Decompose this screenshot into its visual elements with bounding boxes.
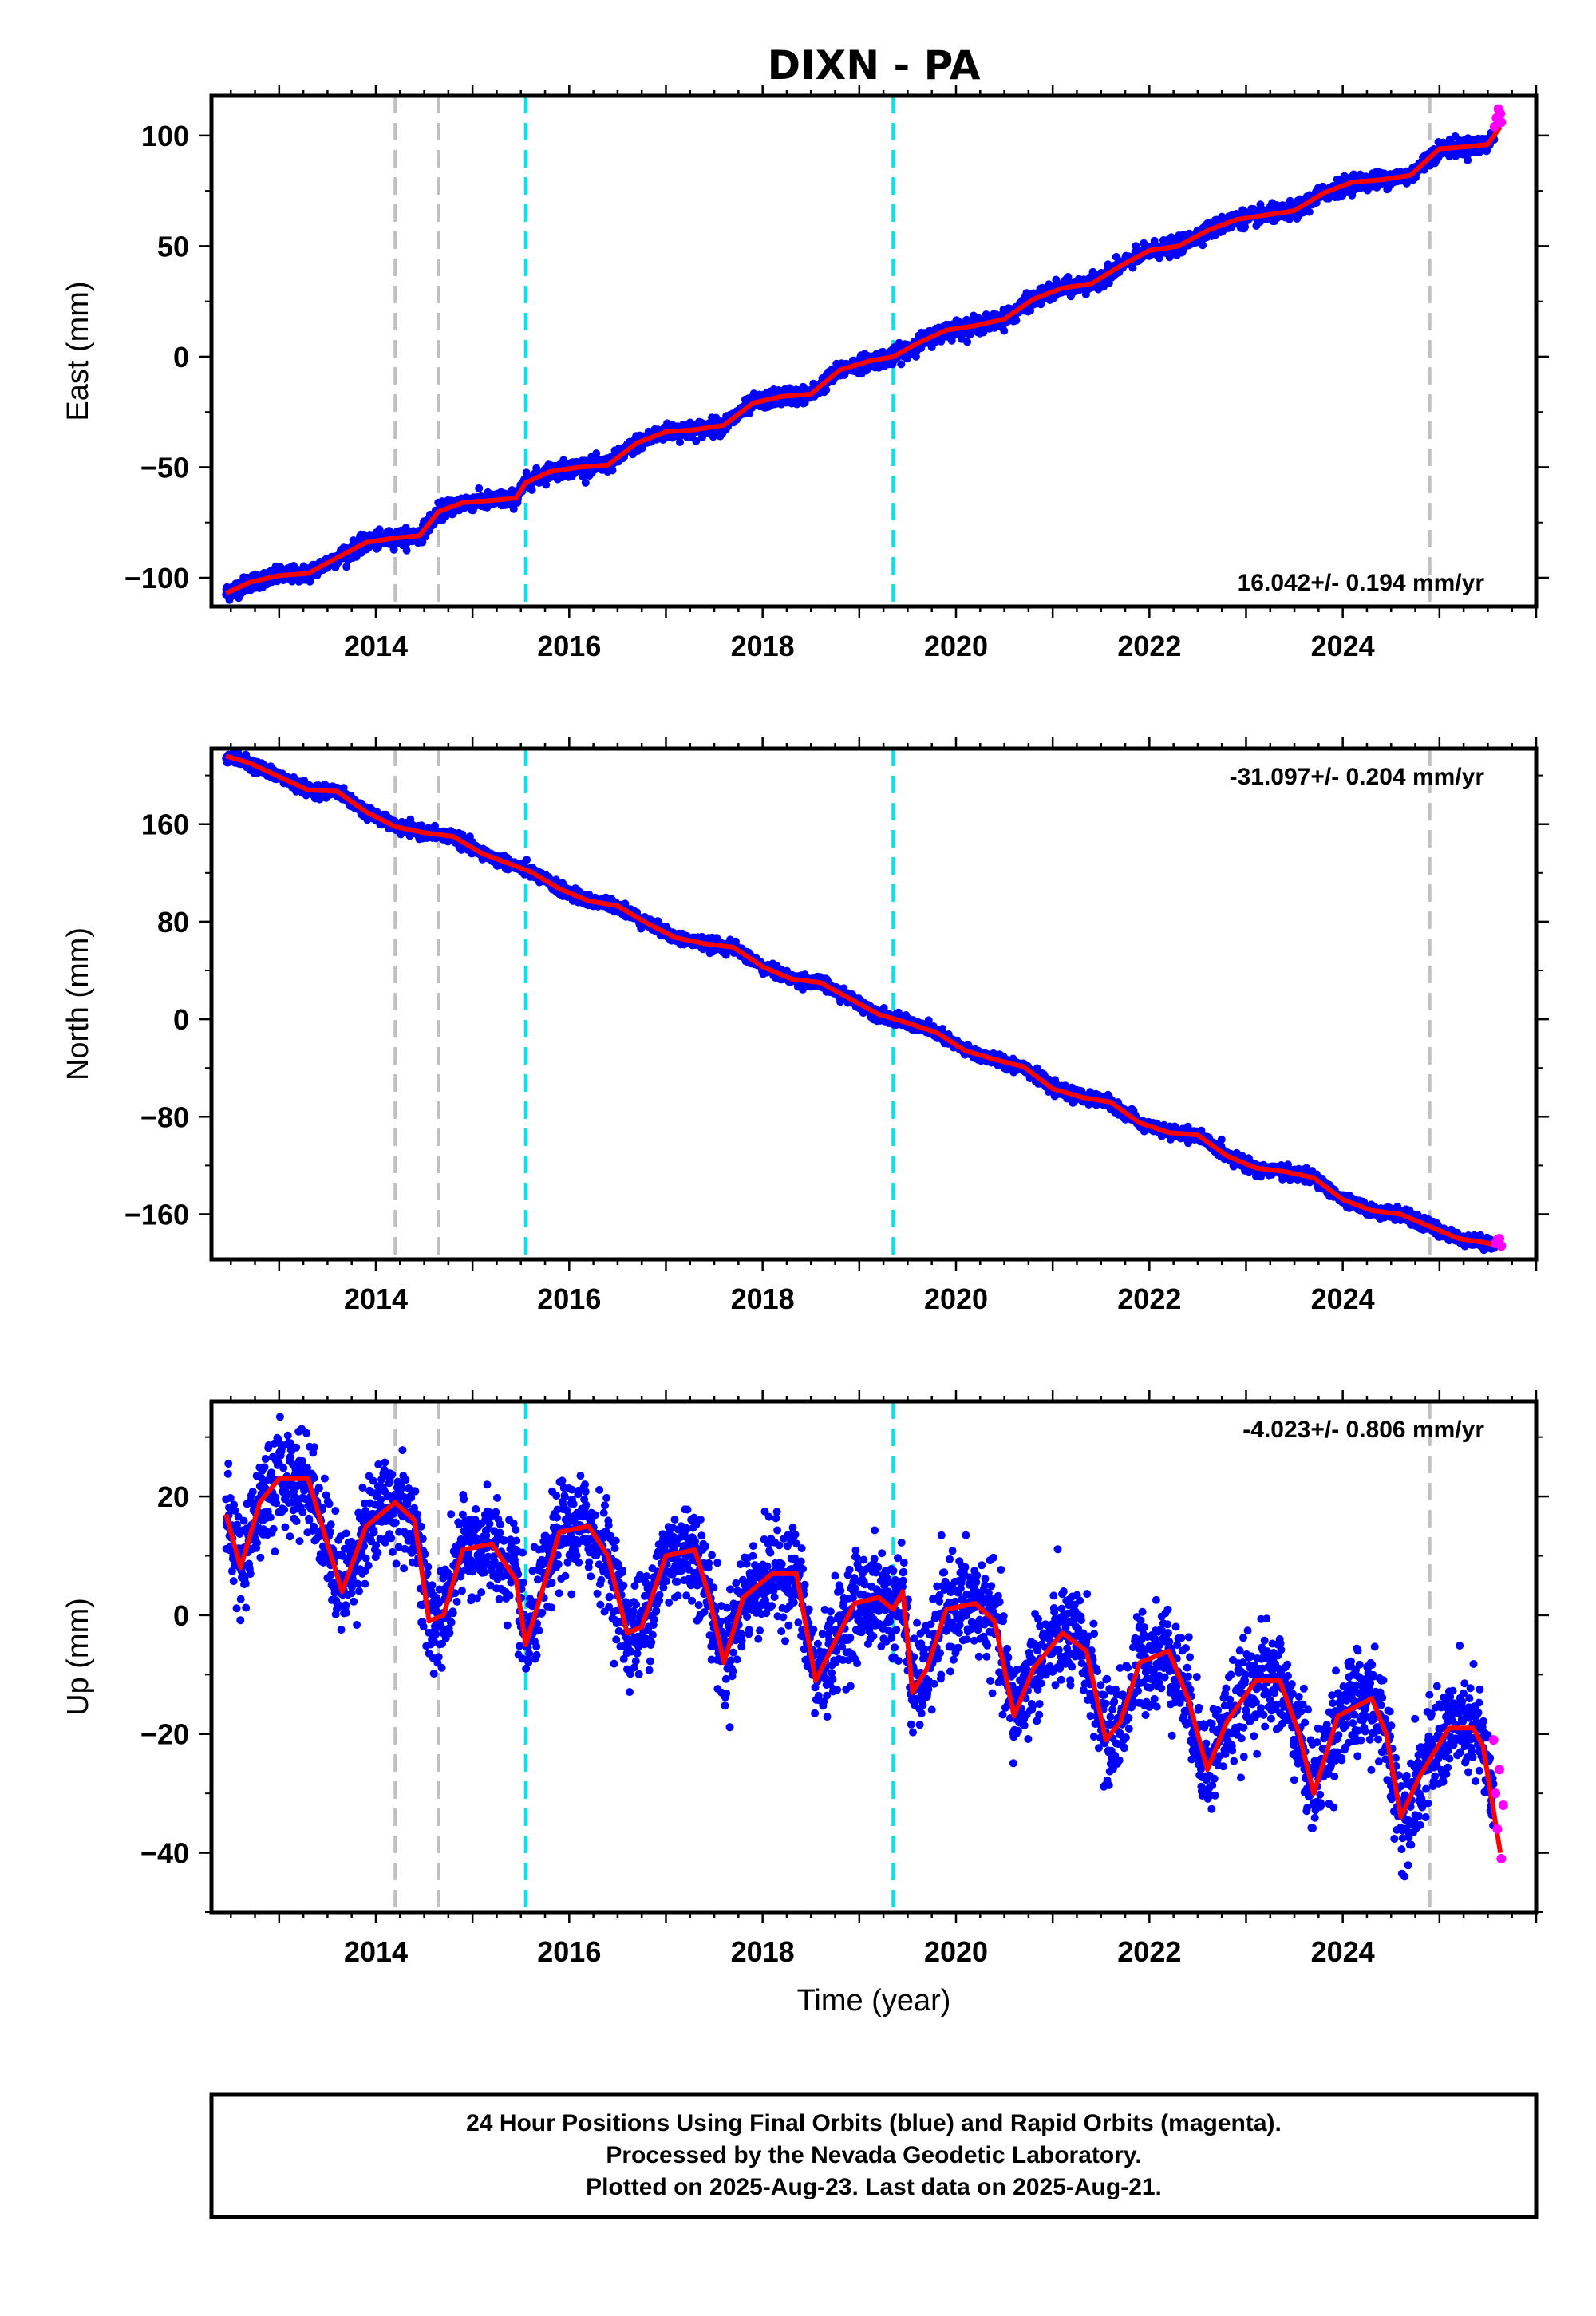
data-point <box>402 546 411 555</box>
x-tick-label: 2014 <box>344 630 408 662</box>
data-point <box>1150 236 1159 245</box>
x-tick-label: 2022 <box>1117 630 1181 662</box>
data-point <box>441 512 450 520</box>
rapid-point <box>1489 121 1499 132</box>
data-point <box>592 449 601 458</box>
data-point <box>903 354 911 363</box>
data-point <box>676 438 684 446</box>
data-point <box>692 437 701 445</box>
x-tick-label: 2018 <box>731 630 795 662</box>
data-point <box>822 385 831 394</box>
data-point <box>1199 241 1207 250</box>
chart-title: DIXN - PA <box>768 42 981 89</box>
data-point <box>1128 263 1137 272</box>
panel-north: 2014 2016 2018 2020 2022 2024−160−80080160Nor… <box>61 737 1549 1315</box>
y-tick-label: 50 <box>157 230 189 263</box>
data-point <box>1305 207 1314 216</box>
data-point <box>1000 326 1009 335</box>
data-point <box>608 466 617 475</box>
y-tick-label: 100 <box>141 120 189 152</box>
data-point <box>542 480 551 489</box>
y-tick-label: −50 <box>140 451 189 484</box>
data-point <box>581 478 590 487</box>
model-line <box>224 125 1503 596</box>
data-point <box>1464 156 1472 164</box>
data-point <box>375 525 384 534</box>
rapid-point <box>1495 109 1506 119</box>
x-tick-label: 2016 <box>537 630 601 662</box>
plot-frame <box>209 93 1539 609</box>
rate-label: 16.042+/- 0.194 mm/yr <box>1238 570 1485 596</box>
data-point <box>342 563 351 571</box>
data-point <box>523 856 531 864</box>
data-point <box>937 337 946 346</box>
y-tick-label: 0 <box>173 341 189 373</box>
data-point <box>792 400 801 409</box>
y-axis-label: East (mm) <box>61 281 95 421</box>
data-point <box>1324 194 1333 203</box>
data-point <box>1064 273 1073 281</box>
rapid-point <box>1496 117 1507 128</box>
data-point <box>527 486 536 494</box>
x-tick-label: 2020 <box>924 630 988 662</box>
data-point <box>431 821 439 830</box>
panel-east: 2014 2016 2018 2020 2022 2024 −100 −50 0 50 100 Eas… <box>61 85 1549 662</box>
panels: 2014 2016 2018 2020 2022 2024 −100 −50 0 50 100 Eas… <box>61 85 1549 2018</box>
data-point <box>1241 223 1250 231</box>
data-point <box>1112 252 1120 261</box>
data-point <box>389 545 398 554</box>
data-point <box>963 338 972 346</box>
data-point <box>911 352 920 361</box>
data-point <box>897 360 906 369</box>
y-tick-label: −100 <box>124 562 189 595</box>
data-point <box>559 456 568 464</box>
data-point <box>1012 316 1021 325</box>
x-tick-label: 2024 <box>1311 630 1375 662</box>
data-point <box>475 484 484 492</box>
